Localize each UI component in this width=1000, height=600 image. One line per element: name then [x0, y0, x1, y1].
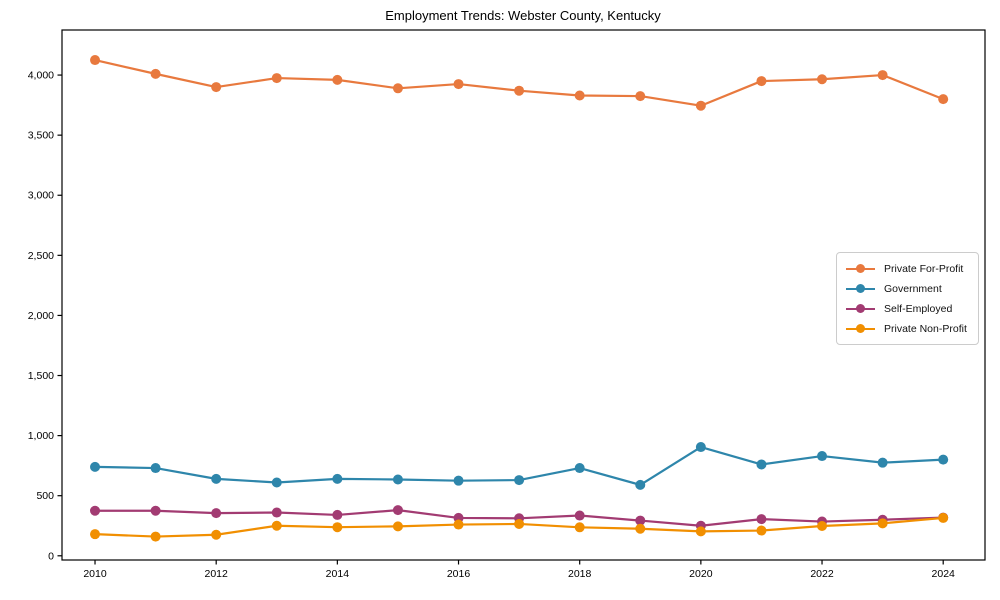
- y-tick-label: 0: [48, 550, 54, 562]
- data-point: [211, 82, 222, 93]
- x-tick-label: 2020: [689, 568, 713, 580]
- data-point: [877, 457, 888, 468]
- legend-line-marker-icon: [846, 324, 875, 334]
- data-point: [392, 474, 403, 485]
- series-layer: [90, 55, 949, 542]
- data-point: [817, 520, 828, 531]
- data-point: [90, 55, 101, 66]
- axes-layer: 2010 2012 2014 2016 2018 2020 2022 2024 0 500 1,00…: [28, 70, 955, 580]
- data-point: [90, 505, 101, 516]
- plot-frame: [61, 29, 986, 561]
- data-point: [695, 442, 706, 453]
- y-tick-label: 2,000: [28, 310, 54, 322]
- x-tick-label: 2022: [810, 568, 834, 580]
- data-point: [817, 74, 828, 85]
- data-point: [877, 70, 888, 81]
- legend-label: Private For-Profit: [884, 262, 964, 275]
- y-tick-label: 3,500: [28, 130, 54, 142]
- y-tick-label: 1,000: [28, 430, 54, 442]
- data-point: [514, 518, 525, 529]
- chart-title: Employment Trends: Webster County, Kentu…: [385, 8, 661, 23]
- data-point: [332, 522, 343, 533]
- legend-label: Government: [884, 282, 942, 295]
- legend-line-marker-icon: [846, 284, 875, 294]
- y-tick-label: 1,500: [28, 370, 54, 382]
- legend-dot-icon: [856, 264, 865, 273]
- data-point: [877, 518, 888, 529]
- data-point: [271, 477, 282, 488]
- y-tick-label: 4,000: [28, 70, 54, 82]
- data-point: [90, 529, 101, 540]
- data-point: [817, 451, 828, 462]
- data-point: [271, 507, 282, 518]
- series-line-private-for-profit: [94, 58, 944, 107]
- data-point: [756, 76, 767, 87]
- data-point: [90, 461, 101, 472]
- y-tick-label: 3,000: [28, 190, 54, 202]
- legend: Private For-Profit Government Self-Employe…: [836, 252, 979, 345]
- data-point: [756, 514, 767, 525]
- legend-dot-icon: [856, 284, 865, 293]
- data-point: [453, 519, 464, 530]
- y-tick-label: 2,500: [28, 250, 54, 262]
- data-point: [938, 454, 949, 465]
- data-point: [150, 463, 161, 474]
- x-tick-label: 2016: [447, 568, 471, 580]
- data-point: [574, 522, 585, 533]
- legend-line-marker-icon: [846, 264, 875, 274]
- data-point: [514, 85, 525, 96]
- legend-label: Self-Employed: [884, 302, 953, 315]
- legend-dot-icon: [856, 324, 865, 333]
- data-point: [756, 525, 767, 536]
- data-point: [635, 523, 646, 534]
- data-point: [635, 479, 646, 490]
- data-point: [271, 73, 282, 84]
- data-point: [392, 505, 403, 516]
- x-tick-label: 2024: [932, 568, 956, 580]
- data-point: [635, 515, 646, 526]
- legend-item: Self-Employed: [846, 299, 970, 318]
- data-point: [211, 508, 222, 519]
- data-point: [150, 68, 161, 79]
- data-point: [695, 526, 706, 537]
- data-point: [150, 531, 161, 542]
- data-point: [392, 521, 403, 532]
- legend-line-marker-icon: [846, 304, 875, 314]
- data-point: [756, 459, 767, 470]
- data-point: [635, 91, 646, 102]
- data-point: [392, 83, 403, 94]
- x-tick-label: 2014: [326, 568, 350, 580]
- data-point: [938, 512, 949, 523]
- data-point: [332, 74, 343, 85]
- legend-item: Government: [846, 279, 970, 298]
- legend-item: Private For-Profit: [846, 259, 970, 278]
- data-point: [453, 475, 464, 486]
- data-point: [211, 473, 222, 484]
- data-point: [695, 100, 706, 111]
- x-tick-label: 2012: [205, 568, 229, 580]
- data-point: [938, 94, 949, 105]
- data-point: [332, 473, 343, 484]
- data-point: [574, 463, 585, 474]
- data-point: [332, 509, 343, 520]
- x-tick-label: 2018: [568, 568, 592, 580]
- x-tick-label: 2010: [83, 568, 107, 580]
- data-point: [574, 90, 585, 101]
- legend-dot-icon: [856, 304, 865, 313]
- legend-label: Private Non-Profit: [884, 322, 967, 335]
- data-point: [150, 505, 161, 516]
- y-tick-label: 500: [36, 490, 54, 502]
- legend-item: Private Non-Profit: [846, 319, 970, 338]
- data-point: [211, 529, 222, 540]
- data-point: [574, 510, 585, 521]
- data-point: [271, 520, 282, 531]
- data-point: [514, 475, 525, 486]
- data-point: [453, 79, 464, 90]
